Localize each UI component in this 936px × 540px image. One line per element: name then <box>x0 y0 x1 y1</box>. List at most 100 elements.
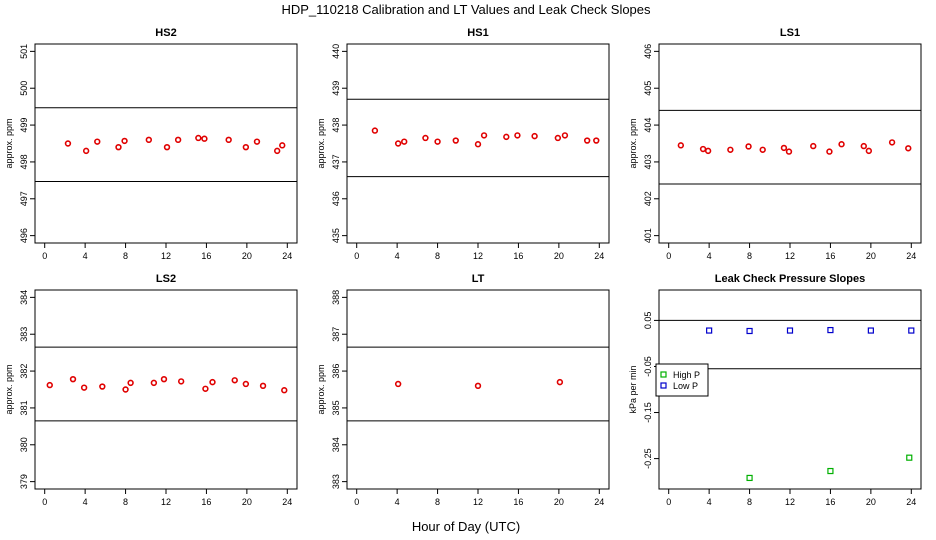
data-point <box>785 148 793 155</box>
data-point <box>474 141 482 148</box>
x-tick-label: 4 <box>395 251 400 261</box>
data-point <box>867 327 874 334</box>
x-tick-label: 0 <box>666 497 671 507</box>
x-tick-label: 16 <box>201 251 211 261</box>
data-point <box>838 141 845 148</box>
data-point <box>583 137 591 144</box>
x-tick-label: 24 <box>282 251 292 261</box>
data-point <box>371 127 379 134</box>
y-axis-label: approx. ppm <box>316 364 326 414</box>
data-point <box>759 146 766 153</box>
data-point <box>253 138 261 145</box>
plot-frame <box>346 43 610 244</box>
data-point <box>94 138 101 145</box>
x-tick-label: 12 <box>161 251 171 261</box>
x-tick-label: 12 <box>785 497 795 507</box>
plot-frame <box>346 289 610 490</box>
x-tick-label: 16 <box>513 251 523 261</box>
data-point <box>704 147 712 155</box>
x-tick-label: 16 <box>201 497 211 507</box>
panels-group: HS2 0 4 8 12 16 20 24 496 497 498 499 500 501 approx. … <box>4 27 922 507</box>
legend-label: High P <box>673 370 700 380</box>
legend-box <box>655 363 709 397</box>
data-point <box>80 384 88 391</box>
y-tick-label: 0.05 <box>643 312 653 330</box>
y-axis-label: approx. ppm <box>628 118 638 168</box>
data-point <box>64 140 72 147</box>
x-tick-label: 16 <box>513 497 523 507</box>
x-tick-label: 0 <box>42 497 47 507</box>
data-point <box>394 140 402 147</box>
x-tick-label: 4 <box>83 251 88 261</box>
data-point <box>242 143 250 151</box>
panel-4: LS2 0 4 8 12 16 20 24 379 380 381 382 383 384 approx. … <box>4 273 298 507</box>
y-tick-label: 439 <box>331 81 341 96</box>
figure-xlabel: Hour of Day (UTC) <box>412 519 520 534</box>
data-point <box>745 143 752 150</box>
data-point <box>706 327 713 334</box>
data-point <box>561 132 569 139</box>
x-tick-label: 16 <box>825 251 835 261</box>
x-tick-label: 12 <box>161 497 171 507</box>
data-point <box>554 134 562 142</box>
data-point <box>122 386 129 393</box>
data-point <box>452 137 459 144</box>
data-point <box>160 375 168 383</box>
figure-title: HDP_110218 Calibration and LT Values and… <box>281 2 651 17</box>
data-point <box>69 375 77 383</box>
x-tick-label: 20 <box>242 497 252 507</box>
data-point <box>401 138 408 145</box>
panel-title: LT <box>472 273 485 285</box>
data-point <box>259 382 267 390</box>
data-point <box>99 383 106 390</box>
x-tick-label: 8 <box>435 251 440 261</box>
x-tick-label: 4 <box>83 497 88 507</box>
y-tick-label: 382 <box>19 364 29 379</box>
data-point <box>556 378 564 386</box>
data-point <box>826 148 833 155</box>
y-tick-label: 499 <box>19 118 29 133</box>
data-point <box>827 467 834 475</box>
data-point <box>281 387 288 394</box>
panel-title: LS1 <box>780 27 800 39</box>
y-axis-label: kPa per min <box>628 365 638 413</box>
x-tick-label: 24 <box>594 497 604 507</box>
data-point <box>727 146 734 153</box>
y-tick-label: 404 <box>643 118 653 133</box>
data-point <box>480 132 488 139</box>
y-tick-label: 438 <box>331 118 341 133</box>
x-tick-label: 0 <box>354 497 359 507</box>
data-point <box>906 454 913 461</box>
x-tick-label: 4 <box>707 497 712 507</box>
data-point <box>279 142 286 149</box>
y-tick-label: 383 <box>19 327 29 342</box>
x-tick-label: 8 <box>123 497 128 507</box>
data-point <box>434 138 441 145</box>
x-tick-label: 24 <box>594 251 604 261</box>
x-tick-label: 4 <box>707 251 712 261</box>
data-point <box>127 379 134 387</box>
legend-marker <box>660 371 667 378</box>
data-point <box>225 136 232 144</box>
y-tick-label: 384 <box>331 437 341 452</box>
data-point <box>46 381 53 389</box>
data-point <box>202 385 209 392</box>
data-point <box>810 142 817 150</box>
y-tick-label: 383 <box>331 474 341 489</box>
y-tick-label: 405 <box>643 81 653 96</box>
x-tick-label: 12 <box>473 497 483 507</box>
data-point <box>82 147 90 155</box>
data-point <box>746 474 753 482</box>
x-tick-label: 8 <box>435 497 440 507</box>
y-tick-label: 406 <box>643 44 653 59</box>
data-point <box>786 327 794 334</box>
y-tick-label: 381 <box>19 400 29 415</box>
legend-marker <box>660 382 667 389</box>
data-point <box>121 137 128 145</box>
data-point <box>677 142 685 149</box>
y-axis-label: approx. ppm <box>316 118 326 168</box>
x-tick-label: 12 <box>473 251 483 261</box>
data-point <box>195 134 202 142</box>
panel-2: HS1 0 4 8 12 16 20 24 435 436 437 438 439 440 approx. … <box>316 27 610 261</box>
